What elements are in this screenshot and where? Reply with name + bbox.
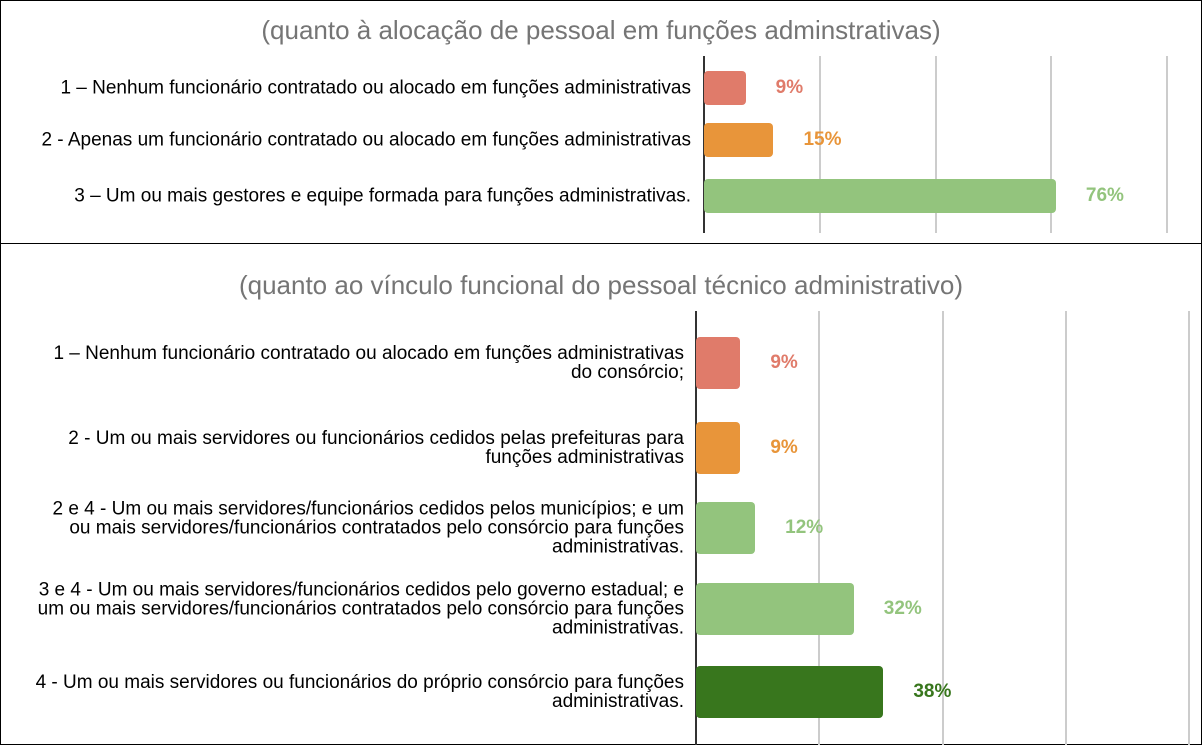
bar xyxy=(696,583,854,635)
value-label: 76% xyxy=(1085,185,1124,206)
bar xyxy=(696,337,741,389)
category-label: 3 e 4 - Um ou mais servidores/funcionári… xyxy=(37,579,684,639)
grid-line xyxy=(818,311,821,745)
value-label: 9% xyxy=(775,77,804,98)
bar xyxy=(696,666,884,718)
category-label: 4 - Um ou mais servidores ou funcionário… xyxy=(35,672,684,712)
category-label: 2 - Um ou mais servidores ou funcionário… xyxy=(68,428,684,468)
value-label: 9% xyxy=(770,352,798,373)
value-label: 12% xyxy=(785,517,824,538)
grid-line xyxy=(941,311,944,745)
grid-line xyxy=(934,56,937,233)
value-label: 9% xyxy=(770,437,798,458)
value-label: 32% xyxy=(883,598,922,619)
grid-line xyxy=(1050,56,1053,233)
chart-title: (quanto ao vínculo funcional do pessoal … xyxy=(238,270,964,300)
bar xyxy=(704,179,1056,213)
category-label: 2 - Apenas um funcionário contratado ou … xyxy=(41,129,691,151)
grid-line xyxy=(818,56,821,233)
grid-line xyxy=(1188,311,1190,745)
bar xyxy=(696,422,741,474)
chart-panel: (quanto à alocação de pessoal em funções… xyxy=(0,0,1202,244)
chart-title: (quanto à alocação de pessoal em funções… xyxy=(261,15,941,45)
bar xyxy=(704,123,774,157)
category-label: 1 – Nenhum funcionário contratado ou alo… xyxy=(53,343,684,383)
bar xyxy=(704,71,746,105)
category-label: 2 e 4 - Um ou mais servidores/funcionári… xyxy=(52,498,684,558)
value-label: 38% xyxy=(913,681,952,702)
grid-line xyxy=(1166,56,1168,233)
value-label: 15% xyxy=(803,129,842,150)
bar xyxy=(696,502,756,554)
chart-panel: (quanto ao vínculo funcional do pessoal … xyxy=(0,243,1202,745)
category-label: 3 – Um ou mais gestores e equipe formada… xyxy=(74,185,691,207)
category-label: 1 – Nenhum funcionário contratado ou alo… xyxy=(60,77,691,99)
grid-line xyxy=(1064,311,1067,745)
